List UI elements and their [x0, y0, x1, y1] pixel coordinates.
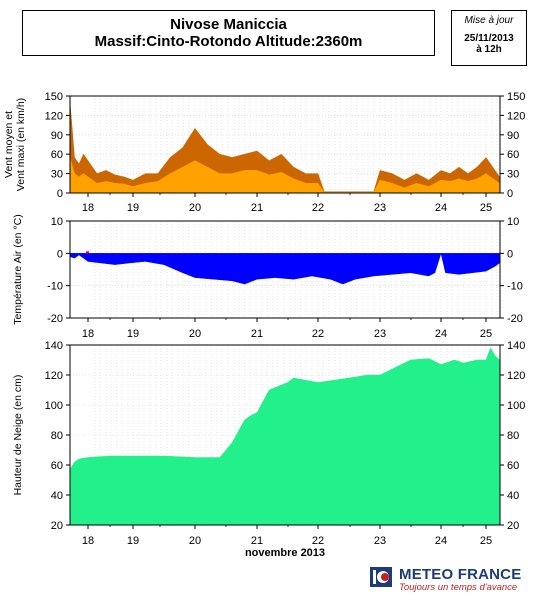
- y-tick-label-left: -10: [47, 281, 63, 293]
- y-tick-label-right: 40: [507, 490, 519, 502]
- y-tick-label-left: 0: [57, 248, 63, 260]
- y-tick-label-right: 0: [507, 248, 513, 260]
- y-tick-label-right: 30: [507, 169, 519, 181]
- chart-panel-2: -20 -20 -10 -10 0 0 10 10 18 19 20 21 22 23 24 25 Tempér…: [12, 214, 523, 340]
- y-tick-label-right: 80: [507, 430, 519, 442]
- y-tick-label-left: 80: [51, 430, 63, 442]
- plot-area: [70, 345, 500, 525]
- y-tick-label-left: 0: [57, 188, 63, 200]
- update-date: 25/11/2013: [464, 33, 514, 44]
- y-tick-label-right: -10: [507, 281, 523, 293]
- brand-tagline: Toujours un temps d'avance: [399, 582, 518, 593]
- y-tick-label-left: 20: [51, 520, 63, 532]
- temperature-area: [70, 252, 500, 285]
- plot-area: [70, 221, 500, 318]
- y-tick-label-right: 10: [507, 216, 519, 228]
- y-tick-label-left: 120: [45, 110, 63, 122]
- plot-area: [70, 96, 500, 193]
- y-tick-label-right: 100: [507, 400, 525, 412]
- chart-title-box: Nivose Maniccia Massif:Cinto-Rotondo Alt…: [22, 10, 435, 56]
- brand-name: METEO FRANCE: [399, 566, 522, 583]
- y-tick-label-left: 100: [45, 400, 63, 412]
- y-tick-label-right: 20: [507, 520, 519, 532]
- panel-frame: [69, 220, 501, 319]
- x-tick-label: 18: [82, 535, 94, 547]
- y-tick-label-right: 90: [507, 130, 519, 142]
- station-subtitle: Massif:Cinto-Rotondo Altitude:2360m: [94, 33, 363, 50]
- wind-mean-area: [70, 156, 500, 193]
- y-tick-label-left: 140: [45, 340, 63, 352]
- y-tick-label-right: 60: [507, 460, 519, 472]
- update-box: Mise à jour 25/11/2013 à 12h: [451, 10, 527, 66]
- x-tick-label: 25: [480, 328, 492, 340]
- y-tick-label-right: 120: [507, 110, 525, 122]
- y-tick-label-right: 140: [507, 340, 525, 352]
- logo-mark-icon: [370, 567, 392, 587]
- x-tick-label: 18: [82, 202, 94, 214]
- y-axis-label-line2: Vent maxi (en km/h): [15, 98, 27, 191]
- x-tick-label: 19: [127, 202, 139, 214]
- x-tick-label: 21: [251, 202, 263, 214]
- y-tick-label-left: 60: [51, 149, 63, 161]
- snow-depth-area: [70, 347, 500, 525]
- meteo-france-logo: METEO FRANCE Toujours un temps d'avance: [370, 566, 536, 594]
- x-tick-label: 20: [189, 202, 201, 214]
- y-tick-label-left: 60: [51, 460, 63, 472]
- x-tick-label: 23: [374, 328, 386, 340]
- x-tick-label: 18: [82, 328, 94, 340]
- x-tick-label: 22: [312, 328, 324, 340]
- y-tick-label-left: 30: [51, 169, 63, 181]
- y-tick-label-left: 90: [51, 130, 63, 142]
- x-tick-label: 23: [374, 202, 386, 214]
- x-tick-label: 22: [312, 202, 324, 214]
- panel-frame: [69, 95, 501, 194]
- y-axis-label: Vent moyen etVent maxi (en km/h): [3, 98, 27, 191]
- x-tick-label: 19: [127, 535, 139, 547]
- x-tick-label: 21: [251, 535, 263, 547]
- station-name: Nivose Maniccia: [170, 16, 287, 33]
- x-tick-label: 24: [435, 202, 447, 214]
- x-tick-label: 20: [189, 328, 201, 340]
- y-tick-label-left: 40: [51, 490, 63, 502]
- y-tick-label-right: -20: [507, 313, 523, 325]
- y-tick-label-right: 120: [507, 370, 525, 382]
- y-tick-label-left: -20: [47, 313, 63, 325]
- x-tick-label: 20: [189, 535, 201, 547]
- y-tick-label-right: 0: [507, 188, 513, 200]
- y-tick-label-left: 150: [45, 91, 63, 103]
- temperature-above-zero-mark: [86, 251, 89, 254]
- x-tick-label: 19: [127, 328, 139, 340]
- y-tick-label-right: 60: [507, 149, 519, 161]
- update-time: à 12h: [476, 44, 502, 55]
- y-axis-label: Hauteur de Neige (en cm): [12, 375, 24, 496]
- x-tick-label: 21: [251, 328, 263, 340]
- y-tick-label-left: 120: [45, 370, 63, 382]
- x-tick-label: 25: [480, 202, 492, 214]
- chart-panel-3: 20 20 40 40 60 60 80 80 100 100 120 120 140 140 18 19 20…: [12, 340, 525, 559]
- x-axis-label: novembre 2013: [245, 547, 325, 559]
- x-tick-label: 24: [435, 328, 447, 340]
- y-tick-label-right: 150: [507, 91, 525, 103]
- x-tick-label: 24: [435, 535, 447, 547]
- y-axis-label-line1: Vent moyen et: [3, 111, 15, 178]
- y-axis-label: Température Air (en °C): [12, 214, 24, 324]
- x-tick-label: 22: [312, 535, 324, 547]
- x-tick-label: 25: [480, 535, 492, 547]
- x-tick-label: 23: [374, 535, 386, 547]
- y-tick-label-left: 10: [51, 216, 63, 228]
- chart-panel-1: 0 0 30 30 60 60 90 90 120 120 150 150 18 19 20 21 22 23 24…: [3, 91, 525, 214]
- update-label: Mise à jour: [464, 15, 514, 26]
